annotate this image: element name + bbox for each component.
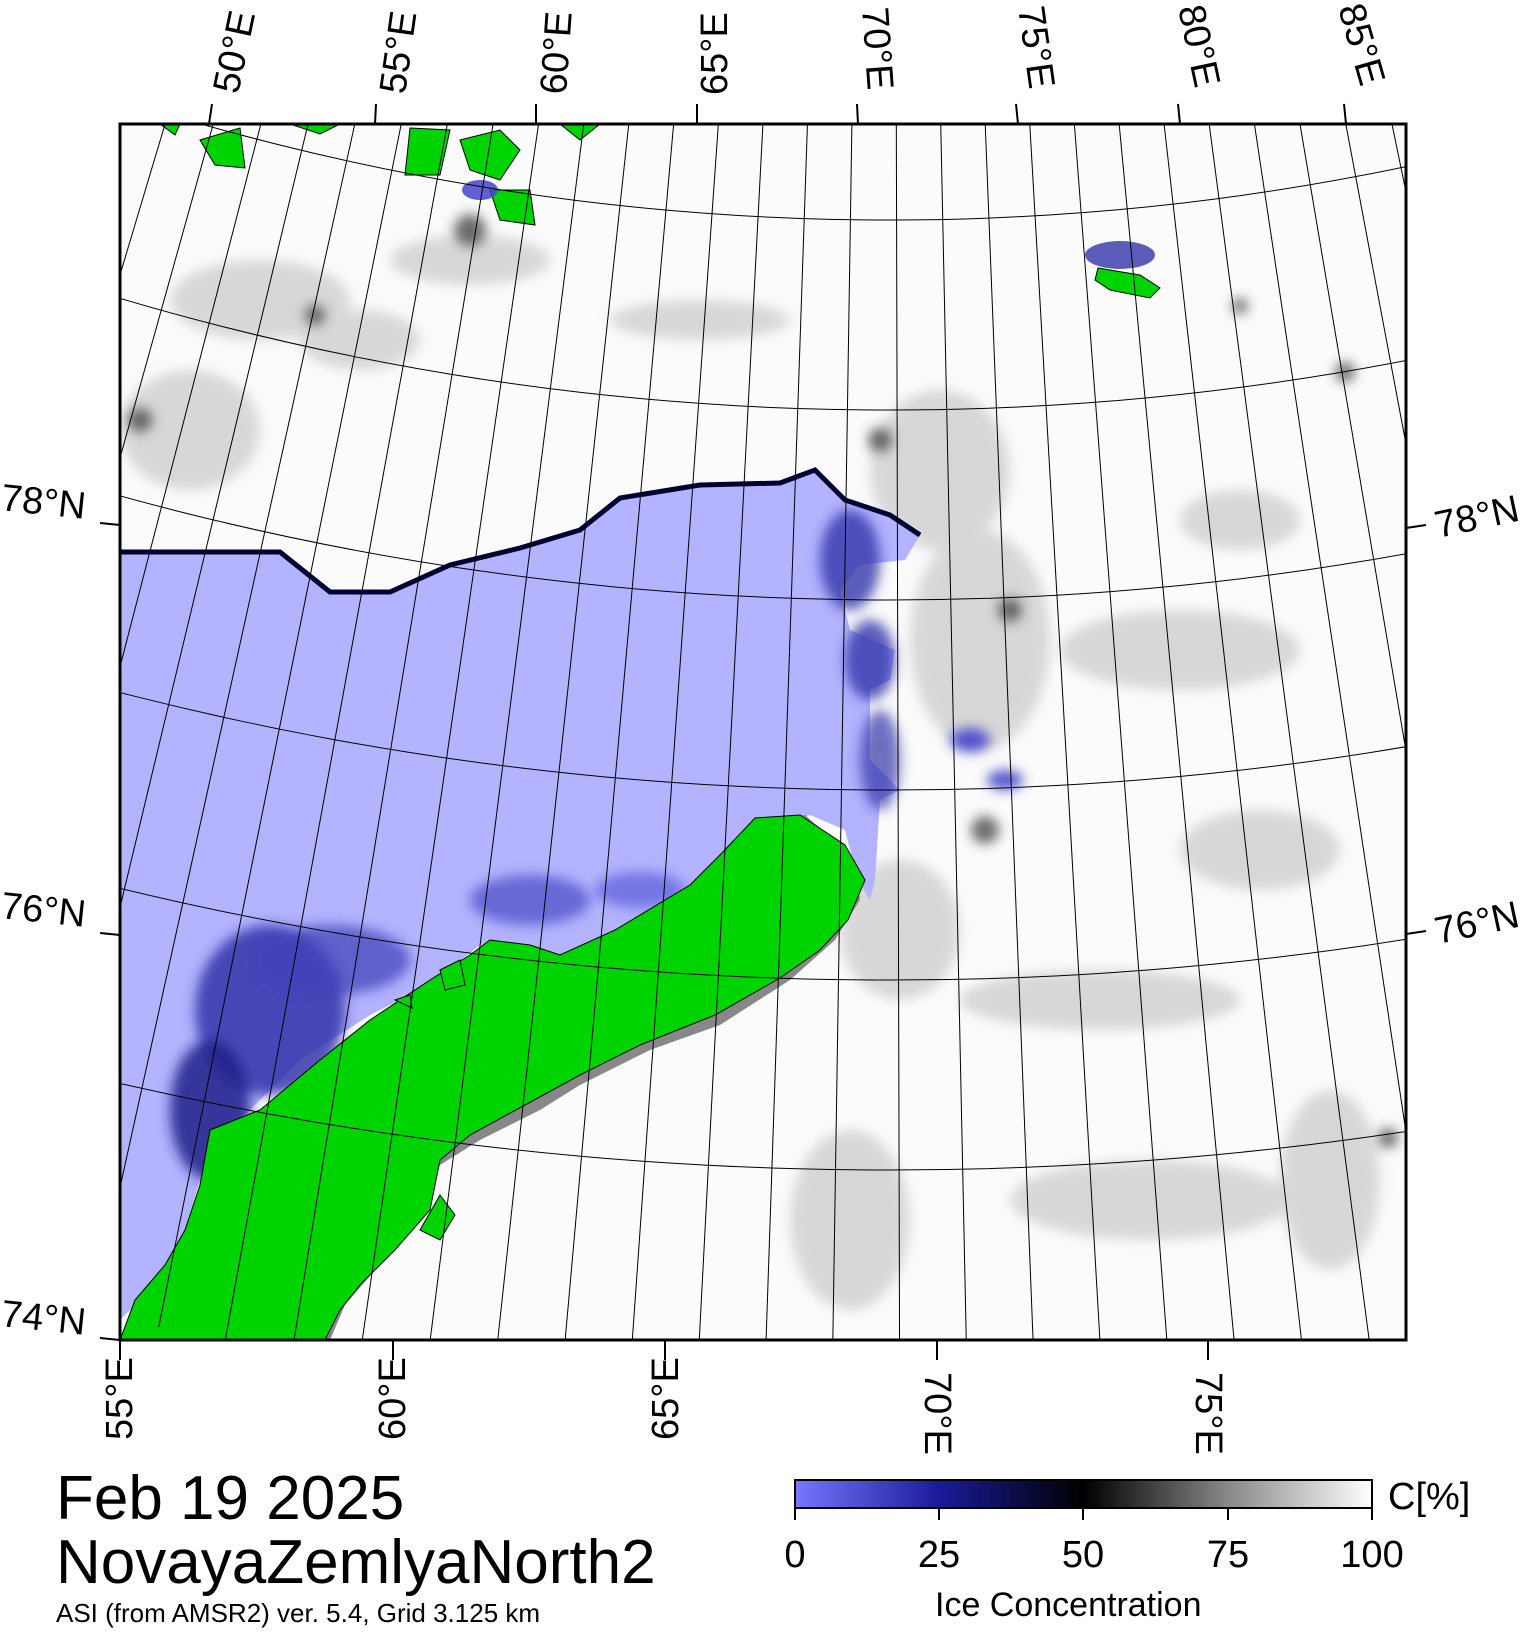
colorbar-title: Ice Concentration [935, 1586, 1202, 1624]
land-novaya-zemlya [120, 814, 866, 1340]
ice-edge-line [120, 467, 922, 595]
meridian-line [698, 124, 764, 1340]
lon-label-bottom-55E: 55°E [99, 1357, 141, 1440]
meridian-line [361, 124, 540, 1340]
map-date: Feb 19 2025 [56, 1464, 405, 1533]
parallel-line [120, 495, 1406, 601]
meridian-line [0, 0, 2, 1133]
lon-label-bottom-70E: 70°E [916, 1372, 958, 1455]
meridian-line [1163, 124, 1302, 1340]
lon-label-top-85E: 85°E [1329, 0, 1392, 90]
parallel-line [120, 887, 1406, 981]
meridian-line [158, 124, 402, 1328]
lon-label-top-70E: 70°E [853, 6, 901, 92]
meridian-line [120, 124, 214, 460]
meridian-line [293, 124, 494, 1340]
lon-label-bottom-60E: 60°E [372, 1357, 414, 1440]
meridian-line [895, 124, 901, 1340]
lon-label-top-50E: 50°E [206, 7, 264, 97]
map-frame [118, 122, 1408, 1342]
bottom-longitude-labels: 55°E 60°E 65°E 70°E 75°E [99, 1357, 1229, 1455]
colorbar-tick-0: 0 [784, 1534, 806, 1576]
colorbar-ticks [794, 1508, 1373, 1520]
meridian-line [497, 124, 630, 1340]
ice-spot-north [462, 180, 498, 200]
ice-texture [120, 235, 1380, 1310]
lat-label-left-78N: 78°N [0, 477, 88, 528]
meridian-line [120, 124, 356, 1190]
lat-label-left-76N: 76°N [0, 885, 88, 936]
land-ushakov-island [1094, 267, 1161, 299]
meridian-line [631, 124, 719, 1340]
colorbar-tick-75: 75 [1206, 1534, 1250, 1576]
meridian-line [832, 124, 853, 1340]
parallel-line [120, 297, 1406, 411]
meridian-line [1458, 11, 1528, 1293]
meridian-line [1253, 124, 1406, 1136]
parallel-line [199, 124, 1406, 221]
frame-ticks [99, 103, 1427, 1360]
meridian-line [1345, 124, 1406, 447]
land-franz-josef-islands [159, 124, 601, 226]
colorbar-tick-25: 25 [917, 1534, 961, 1576]
meridian-line [984, 124, 1034, 1340]
meridian-line [1415, 21, 1528, 1309]
ice-spot-ushakov [1085, 241, 1155, 269]
meridian-line [564, 124, 675, 1340]
meridian-line [0, 0, 125, 1204]
meridian-line [1500, 1, 1528, 1277]
colorbar-tick-50: 50 [1061, 1534, 1105, 1576]
lon-label-top-55E: 55°E [372, 8, 425, 96]
meridian-line [120, 124, 262, 669]
lon-label-top-65E: 65°E [694, 12, 736, 95]
meridian-line [1299, 124, 1406, 754]
lon-label-top-60E: 60°E [533, 10, 581, 96]
meridian-line [429, 124, 585, 1340]
parallel-line [120, 692, 1406, 791]
graticule [0, 0, 1528, 1340]
lat-label-right-78N: 78°N [1431, 488, 1523, 547]
meridian-line [1073, 124, 1168, 1340]
colorbar-tick-100: 100 [1340, 1534, 1404, 1576]
meridian-line [1118, 124, 1235, 1340]
meridian-line [1208, 124, 1370, 1340]
region-name: NovayaZemlyaNorth2 [56, 1528, 656, 1597]
lon-label-top-80E: 80°E [1169, 1, 1227, 91]
lon-label-bottom-75E: 75°E [1187, 1372, 1229, 1455]
meridian-line [0, 0, 43, 1158]
colorbar-unit: C[%] [1388, 1476, 1471, 1518]
lat-label-right-76N: 76°N [1431, 894, 1523, 953]
lon-label-bottom-65E: 65°E [645, 1357, 687, 1440]
meridian-line [0, 0, 84, 1181]
product-info: ASI (from AMSR2) ver. 5.4, Grid 3.125 km [56, 1598, 541, 1628]
colorbar-gradient [794, 1479, 1373, 1509]
meridian-line [1029, 124, 1101, 1340]
top-longitude-labels: 50°E 55°E 60°E 65°E 70°E 75°E 80°E 85°E [206, 0, 1393, 97]
meridian-line [940, 124, 967, 1340]
meridian-line [120, 124, 309, 910]
lon-label-top-75E: 75°E [1009, 3, 1062, 91]
meridian-line [765, 124, 808, 1340]
marginal-ice-zone [170, 510, 1023, 1180]
meridian-line [120, 124, 166, 277]
lat-label-left-74N: 74°N [0, 1293, 88, 1344]
parallel-line [120, 1082, 1406, 1171]
meridian-line [224, 124, 448, 1340]
